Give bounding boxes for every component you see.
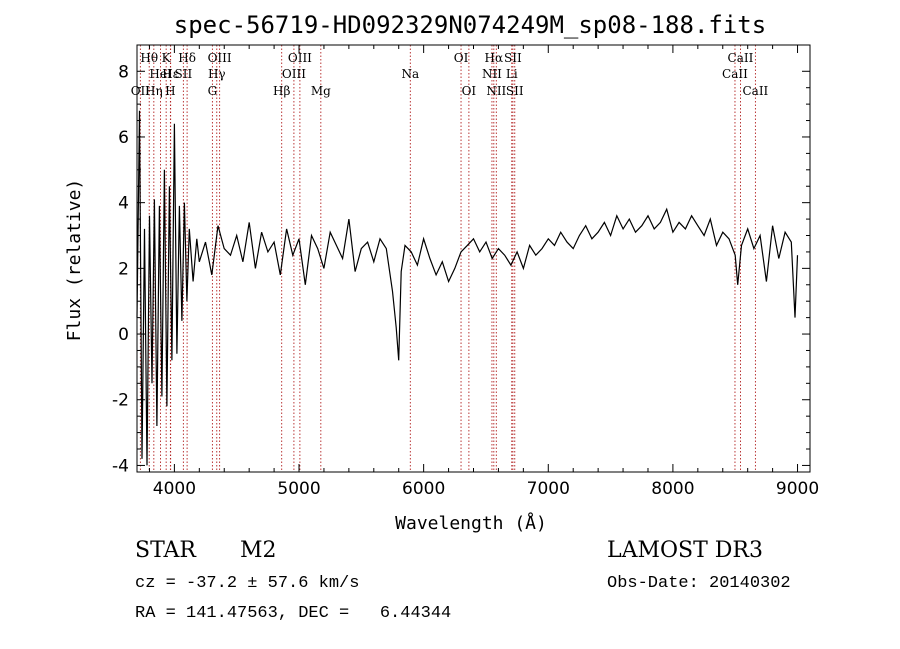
line-label: Hθ — [140, 51, 158, 65]
line-label: Li — [506, 67, 518, 81]
y-tick-label: 4 — [118, 194, 129, 214]
line-label: Na — [401, 67, 419, 81]
line-label: HeI — [149, 67, 172, 81]
plot-frame — [136, 44, 811, 473]
x-tick-label: 4000 — [153, 479, 196, 499]
line-label: CaII — [728, 51, 754, 65]
line-label: Hβ — [273, 84, 290, 98]
line-label: NII — [482, 67, 502, 81]
x-tick-label: 9000 — [776, 479, 819, 499]
line-label: Hδ — [178, 51, 196, 65]
class-label: STAR — [135, 538, 196, 563]
y-tick-label: 0 — [118, 325, 129, 345]
line-label: SII — [175, 67, 193, 81]
line-label: H — [165, 84, 175, 98]
line-label: OIII — [208, 51, 232, 65]
survey-label: LAMOST DR3 — [607, 538, 763, 563]
line-label: G — [208, 84, 218, 98]
spectral-line-markers — [139, 45, 756, 472]
line-label: OI — [454, 51, 469, 65]
redshift-text: cz = -37.2 ± 57.6 km/s — [135, 574, 360, 593]
x-tick-label: 5000 — [277, 479, 320, 499]
y-tick-label: 6 — [118, 128, 129, 148]
line-label: Hγ — [208, 67, 226, 81]
line-label: Hη — [145, 84, 163, 98]
line-label: OII — [131, 84, 151, 98]
x-axis-label: Wavelength (Å) — [395, 512, 547, 534]
spectral-line-labels: HθOIIHηHeIKHHεSIIHδGHγOIIIHβOIIIOIIIMgNa… — [131, 51, 769, 98]
y-axis-ticks: -4 -2 0 2 4 6 8 — [112, 62, 810, 476]
line-label: OIII — [282, 67, 306, 81]
x-tick-label: 8000 — [651, 479, 694, 499]
line-label: K — [162, 51, 172, 65]
x-tick-label: 7000 — [527, 479, 570, 499]
line-label: SII — [504, 51, 522, 65]
y-axis-label: Flux (relative) — [64, 179, 85, 342]
spectrum-line — [136, 110, 799, 466]
line-label: Hα — [485, 51, 504, 65]
x-tick-label: 6000 — [402, 479, 445, 499]
line-label: NII — [486, 84, 506, 98]
line-label: CaII — [722, 67, 748, 81]
y-tick-label: 8 — [118, 62, 129, 82]
chart-title: spec-56719-HD092329N074249M_sp08-188.fit… — [174, 11, 766, 39]
coordinates-text: RA = 141.47563, DEC = 6.44344 — [135, 604, 452, 623]
y-tick-label: 2 — [118, 259, 129, 279]
y-tick-label: -2 — [112, 391, 129, 411]
y-tick-label: -4 — [112, 456, 129, 476]
line-label: OIII — [288, 51, 312, 65]
obs-date-text: Obs-Date: 20140302 — [607, 574, 791, 593]
line-label: SII — [506, 84, 524, 98]
x-axis-ticks: 4000 5000 6000 7000 8000 9000 — [148, 45, 819, 499]
line-label: OI — [462, 84, 477, 98]
line-label: Hε — [162, 67, 179, 81]
line-label: Mg — [311, 84, 331, 98]
subclass-label: M2 — [240, 538, 277, 563]
line-label: CaII — [742, 84, 768, 98]
